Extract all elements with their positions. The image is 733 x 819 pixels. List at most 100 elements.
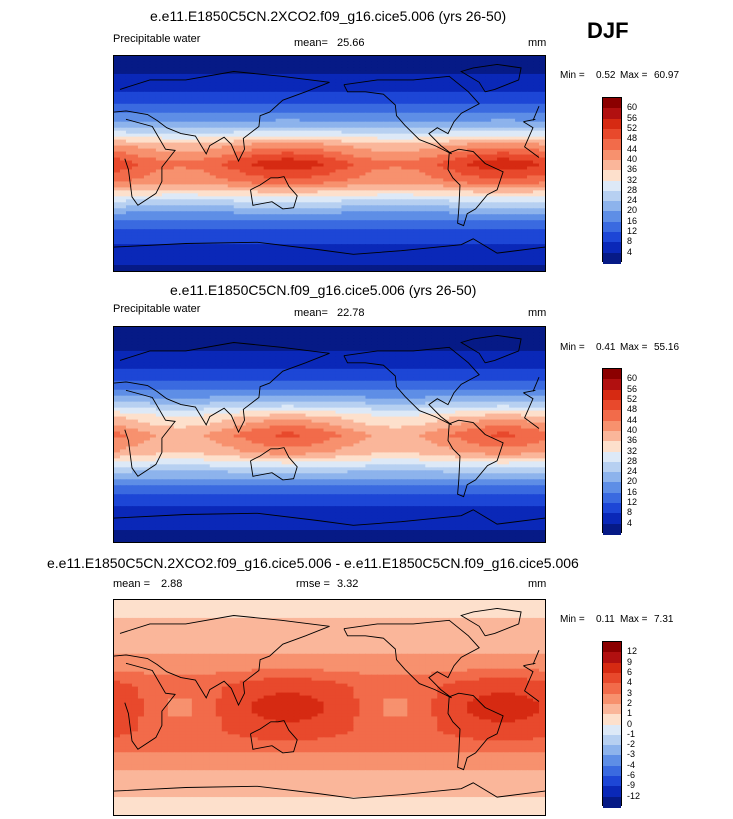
map-cell: [473, 256, 480, 260]
map-cell: [467, 244, 474, 248]
map-cell: [467, 187, 474, 191]
map-cell: [491, 160, 498, 165]
map-cell: [221, 115, 229, 120]
map-cell: [281, 166, 289, 171]
map-cell: [467, 79, 474, 84]
map-cell: [365, 205, 373, 209]
map-cell: [114, 124, 121, 129]
map-cell: [209, 163, 217, 168]
map-cell: [425, 85, 432, 90]
map-cell: [161, 154, 169, 159]
map-cell: [389, 196, 396, 200]
map-cell: [317, 58, 325, 63]
map-cell: [539, 154, 545, 159]
map-cell: [383, 100, 390, 105]
map-cell: [413, 73, 420, 78]
map-cell: [239, 79, 247, 84]
map-cell: [539, 151, 545, 156]
map-cell: [491, 244, 498, 248]
map-cell: [527, 235, 534, 239]
map-cell: [491, 145, 498, 150]
map-cell: [539, 214, 545, 218]
map-cell: [287, 196, 295, 200]
map-cell: [401, 160, 408, 165]
map-cell: [437, 64, 444, 69]
map-cell: [191, 259, 199, 263]
map-cell: [497, 136, 504, 141]
map-cell: [497, 154, 504, 159]
map-cell: [179, 175, 187, 180]
map-cell: [143, 73, 151, 78]
map-cell: [209, 166, 217, 171]
map-cell: [119, 229, 127, 233]
map-cell: [215, 88, 223, 93]
map-cell: [275, 169, 283, 174]
map-cell: [197, 73, 205, 78]
map-cell: [203, 106, 211, 111]
map-cell: [497, 130, 504, 135]
map-cell: [311, 133, 319, 138]
map-cell: [377, 196, 384, 200]
map-cell: [191, 130, 199, 135]
map-cell: [293, 64, 301, 69]
map-cell: [329, 208, 337, 212]
map-cell: [179, 247, 187, 251]
map-cell: [503, 199, 510, 203]
map-cell: [527, 64, 534, 69]
map-cell: [323, 154, 331, 159]
map-cell: [263, 208, 271, 212]
map-cell: [431, 178, 438, 183]
map-cell: [413, 220, 420, 224]
map-cell: [143, 259, 151, 263]
map-cell: [539, 94, 545, 99]
map-cell: [221, 193, 229, 197]
map-cell: [401, 235, 408, 239]
map-cell: [221, 130, 229, 135]
map-cell: [119, 136, 127, 141]
map-cell: [443, 181, 450, 186]
map-cell: [149, 229, 157, 233]
map-cell: [383, 199, 390, 203]
map-cell: [245, 196, 253, 200]
map-cell: [227, 187, 235, 191]
map-cell: [281, 70, 289, 75]
map-cell: [467, 121, 474, 126]
map-cell: [443, 73, 450, 78]
map-cell: [269, 175, 277, 180]
map-cell: [419, 235, 426, 239]
map-cell: [473, 151, 480, 156]
map-cell: [239, 226, 247, 230]
map-cell: [521, 118, 528, 123]
map-cell: [509, 205, 516, 209]
map-cell: [353, 199, 361, 203]
map-cell: [293, 187, 301, 191]
map-cell: [503, 205, 510, 209]
map-cell: [515, 169, 522, 174]
map-cell: [287, 148, 295, 153]
map-cell: [527, 232, 534, 236]
map-cell: [167, 250, 175, 254]
map-cell: [353, 115, 361, 120]
map-cell: [341, 133, 349, 138]
map-cell: [335, 145, 343, 150]
map-cell: [407, 184, 414, 188]
map-cell: [125, 193, 133, 197]
map-cell: [311, 193, 319, 197]
map-cell: [377, 163, 384, 168]
map-cell: [257, 250, 265, 254]
map-cell: [167, 247, 175, 251]
map-cell: [353, 148, 361, 153]
map-cell: [251, 166, 259, 171]
map-cell: [257, 169, 265, 174]
map-cell: [221, 64, 229, 69]
map-cell: [221, 100, 229, 105]
map-cell: [539, 160, 545, 165]
map-cell: [329, 157, 337, 162]
map-cell: [425, 154, 432, 159]
map-cell: [365, 244, 373, 248]
map-cell: [485, 205, 492, 209]
map-cell: [245, 223, 253, 227]
map-cell: [329, 139, 337, 144]
map-cell: [407, 220, 414, 224]
map-cell: [317, 232, 325, 236]
